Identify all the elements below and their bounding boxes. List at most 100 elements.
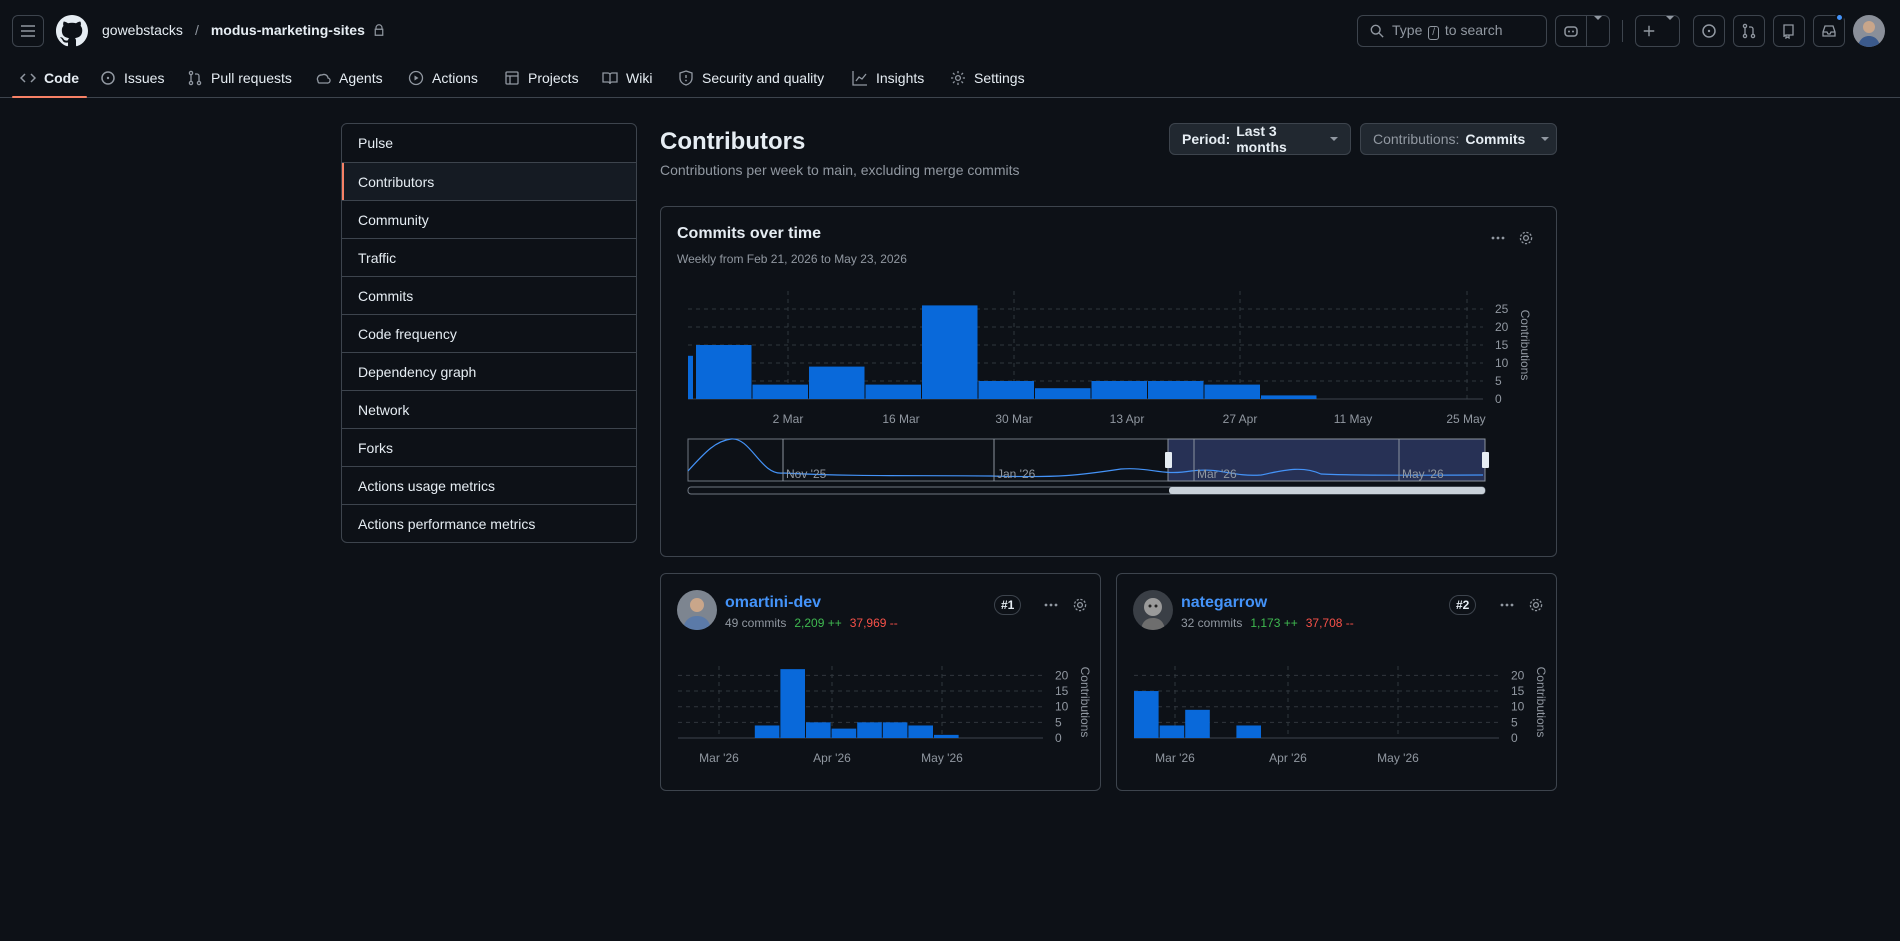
page-title: Contributors [660,128,806,155]
kebab-horizontal-icon[interactable] [1041,595,1061,615]
y-tick-label: 5 [1511,715,1518,729]
book-icon [602,70,618,86]
play-icon [408,70,424,86]
hamburger-menu-icon[interactable] [12,15,44,47]
contributor-chart[interactable]: 0 510 15 20 Mar '26 Apr '26 May '26 Contributio… [661,646,1100,786]
bar [754,725,780,738]
bar [688,355,693,399]
code-icon [20,70,36,86]
commit-count[interactable]: 49 commits [725,616,787,630]
navigator-series-line [687,438,1484,478]
avatar[interactable] [677,590,717,630]
create-new-button[interactable] [1635,15,1680,47]
menu-item-traffic[interactable]: Traffic [342,238,636,276]
breadcrumb-repo[interactable]: modus-marketing-sites [210,22,365,38]
bar [1236,725,1261,738]
repositories-icon[interactable] [1773,15,1805,47]
y-tick-label: 5 [1495,374,1502,388]
chevron-down-icon [1541,137,1550,141]
bar [865,384,921,399]
bar [934,734,959,738]
issue-icon [100,70,116,86]
additions: 1,173 ++ [1250,616,1298,630]
tab-agents[interactable]: Agents [315,58,383,98]
deletions: 37,969 -- [849,616,898,630]
kebab-horizontal-icon[interactable] [1488,228,1508,248]
bar [882,722,908,738]
commits-over-time-chart[interactable]: 0 5 10 15 20 25 2 Mar 16 Mar 30 Mar 13 Apr 27 Apr 1… [661,271,1556,551]
pull-requests-icon[interactable] [1733,15,1765,47]
contributor-name[interactable]: nategarrow [1181,594,1268,611]
user-avatar[interactable] [1853,15,1885,47]
x-tick-label: 30 Mar [995,412,1032,426]
y-tick-label: 10 [1495,356,1509,370]
github-logo-icon[interactable] [56,15,88,47]
additions: 2,209 ++ [794,616,842,630]
menu-item-dependency-graph[interactable]: Dependency graph [342,352,636,390]
y-tick-label: 0 [1055,731,1062,745]
chevron-down-icon[interactable] [1587,16,1609,46]
period-label: Period: [1182,131,1231,147]
contributions-dropdown[interactable]: Contributions: Commits [1360,123,1557,155]
bar [1091,381,1147,399]
y-axis-label: Contributions [1518,310,1532,381]
menu-item-actions-performance-metrics[interactable]: Actions performance metrics [342,504,636,542]
contributor-chart[interactable]: 0 510 15 20 Mar '26 Apr '26 May '26 Contributio… [1117,646,1556,786]
inbox-icon[interactable] [1813,15,1845,47]
menu-item-contributors[interactable]: Contributors [342,162,636,200]
navigator-handle-right [1482,452,1489,468]
y-tick-label: 15 [1055,684,1069,698]
bar [809,366,865,399]
tab-issues[interactable]: Issues [100,58,164,98]
menu-item-forks[interactable]: Forks [342,428,636,466]
header-divider [1622,20,1623,42]
tab-code[interactable]: Code [12,58,87,98]
copilot-icon[interactable] [1556,16,1588,46]
deletions: 37,708 -- [1305,616,1354,630]
chart-settings-gear-icon[interactable] [1070,595,1090,615]
menu-item-code-frequency[interactable]: Code frequency [342,314,636,352]
bar [1261,395,1317,399]
menu-item-pulse[interactable]: Pulse [358,135,394,151]
chart-settings-gear-icon[interactable] [1516,228,1536,248]
menu-item-community[interactable]: Community [342,200,636,238]
chevron-down-icon[interactable] [1662,16,1678,46]
kebab-horizontal-icon[interactable] [1497,595,1517,615]
bar [908,725,933,738]
breadcrumb-separator: / [194,22,199,38]
search-input[interactable]: Type / to search [1357,15,1547,47]
tab-pull-requests[interactable]: Pull requests [187,58,292,98]
tab-projects[interactable]: Projects [504,58,579,98]
breadcrumb-owner[interactable]: gowebstacks [102,22,183,38]
contributor-stats: 49 commits 2,209 ++ 37,969 -- [725,616,898,630]
period-dropdown[interactable]: Period: Last 3 months [1169,123,1351,155]
bar [831,728,857,738]
y-axis-label: Contributions [1534,667,1548,738]
commit-count[interactable]: 32 commits [1181,616,1243,630]
tab-actions[interactable]: Actions [408,58,478,98]
menu-item-commits[interactable]: Commits [342,276,636,314]
tab-settings[interactable]: Settings [950,58,1025,98]
menu-item-network[interactable]: Network [342,390,636,428]
tab-security[interactable]: Security and quality [678,58,824,98]
copilot-button[interactable] [1555,15,1610,47]
bar [1159,725,1185,738]
bar [1134,691,1159,738]
contributor-card: nategarrow 32 commits 1,173 ++ 37,708 --… [1116,573,1557,791]
contributor-name[interactable]: omartini-dev [725,594,822,611]
avatar[interactable] [1133,590,1173,630]
chevron-down-icon [1330,137,1338,141]
tab-wiki[interactable]: Wiki [602,58,652,98]
chart-settings-gear-icon[interactable] [1526,595,1546,615]
menu-item-actions-usage-metrics[interactable]: Actions usage metrics [342,466,636,504]
table-icon [504,70,520,86]
breadcrumb: gowebstacks / modus-marketing-sites [102,22,385,38]
tab-insights[interactable]: Insights [852,58,924,98]
x-tick-label: Mar '26 [699,751,739,765]
plus-icon[interactable] [1636,16,1662,46]
x-tick-label: Apr '26 [813,751,851,765]
y-tick-label: 5 [1055,715,1062,729]
issues-icon[interactable] [1693,15,1725,47]
bar [857,722,882,738]
y-tick-label: 15 [1511,684,1525,698]
